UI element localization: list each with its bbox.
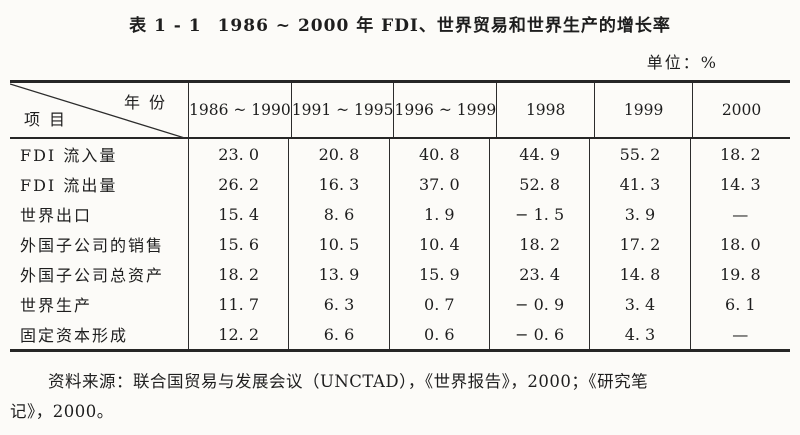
table-cell: 6. 6 [288,319,388,349]
table-cell: 18. 2 [488,229,589,259]
table-cell: 1. 9 [388,199,489,229]
row-label: FDI 流入量 [20,146,118,165]
table-cell: 44. 9 [488,139,589,169]
column-header: 1996 ~ 1999 [393,83,496,137]
table-cell: − 0. 9 [488,289,589,319]
table-cell: 20. 8 [288,139,388,169]
table-cell: 16. 3 [288,169,388,199]
corner-label-year: 年份 [123,93,174,112]
corner-label-item: 项目 [24,110,75,129]
table-cell: 15. 6 [188,229,288,259]
table-cell: 18. 2 [188,259,288,289]
corner-header-cell: 年份 项目 [10,83,188,139]
column-header: 1999 [594,83,692,137]
source-line-2: 记》，2000。 [10,402,114,422]
table-cell: 12. 2 [188,319,288,349]
growth-rate-table: 年份 项目 1986 ~ 1990 1991 ~ 1995 1996 ~ 199… [10,80,790,352]
table-cell: 10. 4 [388,229,489,259]
table-cell: 19. 8 [689,259,790,289]
table-row: 世界出口 15. 4 8. 6 1. 9 − 1. 5 3. 9 — [10,199,790,229]
table-cell: 37. 0 [388,169,489,199]
table-cell: 10. 5 [288,229,388,259]
table-cell: 14. 8 [589,259,689,289]
table-cell: 18. 0 [689,229,790,259]
table-cell: 55. 2 [589,139,689,169]
table-cell: − 0. 6 [488,319,589,349]
table-cell: 0. 6 [388,319,489,349]
row-label: FDI 流出量 [20,176,118,195]
table-cell: 13. 9 [288,259,388,289]
table-cell: 3. 9 [589,199,689,229]
table-cell: 14. 3 [689,169,790,199]
column-header: 2000 [692,83,790,137]
table-cell: 15. 9 [388,259,489,289]
table-row: FDI 流出量 26. 2 16. 3 37. 0 52. 8 41. 3 14… [10,169,790,199]
table-cell: 6. 3 [288,289,388,319]
table-cell: 6. 1 [689,289,790,319]
table-row: FDI 流入量 23. 0 20. 8 40. 8 44. 9 55. 2 18… [10,139,790,169]
table-cell: 40. 8 [388,139,489,169]
table-cell: 3. 4 [589,289,689,319]
table-cell: 0. 7 [388,289,489,319]
table-cell: 8. 6 [288,199,388,229]
source-note: 资料来源：联合国贸易与发展会议（UNCTAD），《世界报告》，2000；《研究笔… [10,367,792,427]
table-title-text: 1986 ~ 2000 年 FDI、世界贸易和世界生产的增长率 [217,16,671,36]
table-cell: 17. 2 [589,229,689,259]
table-cell: 23. 0 [188,139,288,169]
row-label: 外国子公司总资产 [20,266,165,285]
table-header-row: 年份 项目 1986 ~ 1990 1991 ~ 1995 1996 ~ 199… [10,83,790,139]
table-cell: 52. 8 [488,169,589,199]
table-cell: 23. 4 [488,259,589,289]
table-cell: 26. 2 [188,169,288,199]
table-cell: 18. 2 [689,139,790,169]
unit-label: 单位：% [646,53,718,72]
diagonal-divider [10,83,188,139]
table-cell: 11. 7 [188,289,288,319]
row-label: 世界生产 [20,296,93,315]
table-cell: — [689,319,790,349]
table-cell: 15. 4 [188,199,288,229]
table-row: 外国子公司总资产 18. 2 13. 9 15. 9 23. 4 14. 8 1… [10,259,790,289]
table-number: 表 1 - 1 [129,16,202,36]
column-header: 1998 [496,83,594,137]
row-label: 外国子公司的销售 [20,236,165,255]
source-line-1: 资料来源：联合国贸易与发展会议（UNCTAD），《世界报告》，2000；《研究笔 [47,372,649,391]
row-label: 固定资本形成 [20,326,129,345]
table-cell: 4. 3 [589,319,689,349]
row-label: 世界出口 [20,206,93,225]
column-header: 1986 ~ 1990 [188,83,291,137]
table-cell: − 1. 5 [488,199,589,229]
table-row: 外国子公司的销售 15. 6 10. 5 10. 4 18. 2 17. 2 1… [10,229,790,259]
column-header: 1991 ~ 1995 [290,83,393,137]
table-row: 世界生产 11. 7 6. 3 0. 7 − 0. 9 3. 4 6. 1 [10,289,790,319]
table-title: 表 1 - 1 1986 ~ 2000 年 FDI、世界贸易和世界生产的增长率 [0,11,800,36]
table-row: 固定资本形成 12. 2 6. 6 0. 6 − 0. 6 4. 3 — [10,319,790,349]
table-cell: — [689,199,790,229]
table-cell: 41. 3 [589,169,689,199]
